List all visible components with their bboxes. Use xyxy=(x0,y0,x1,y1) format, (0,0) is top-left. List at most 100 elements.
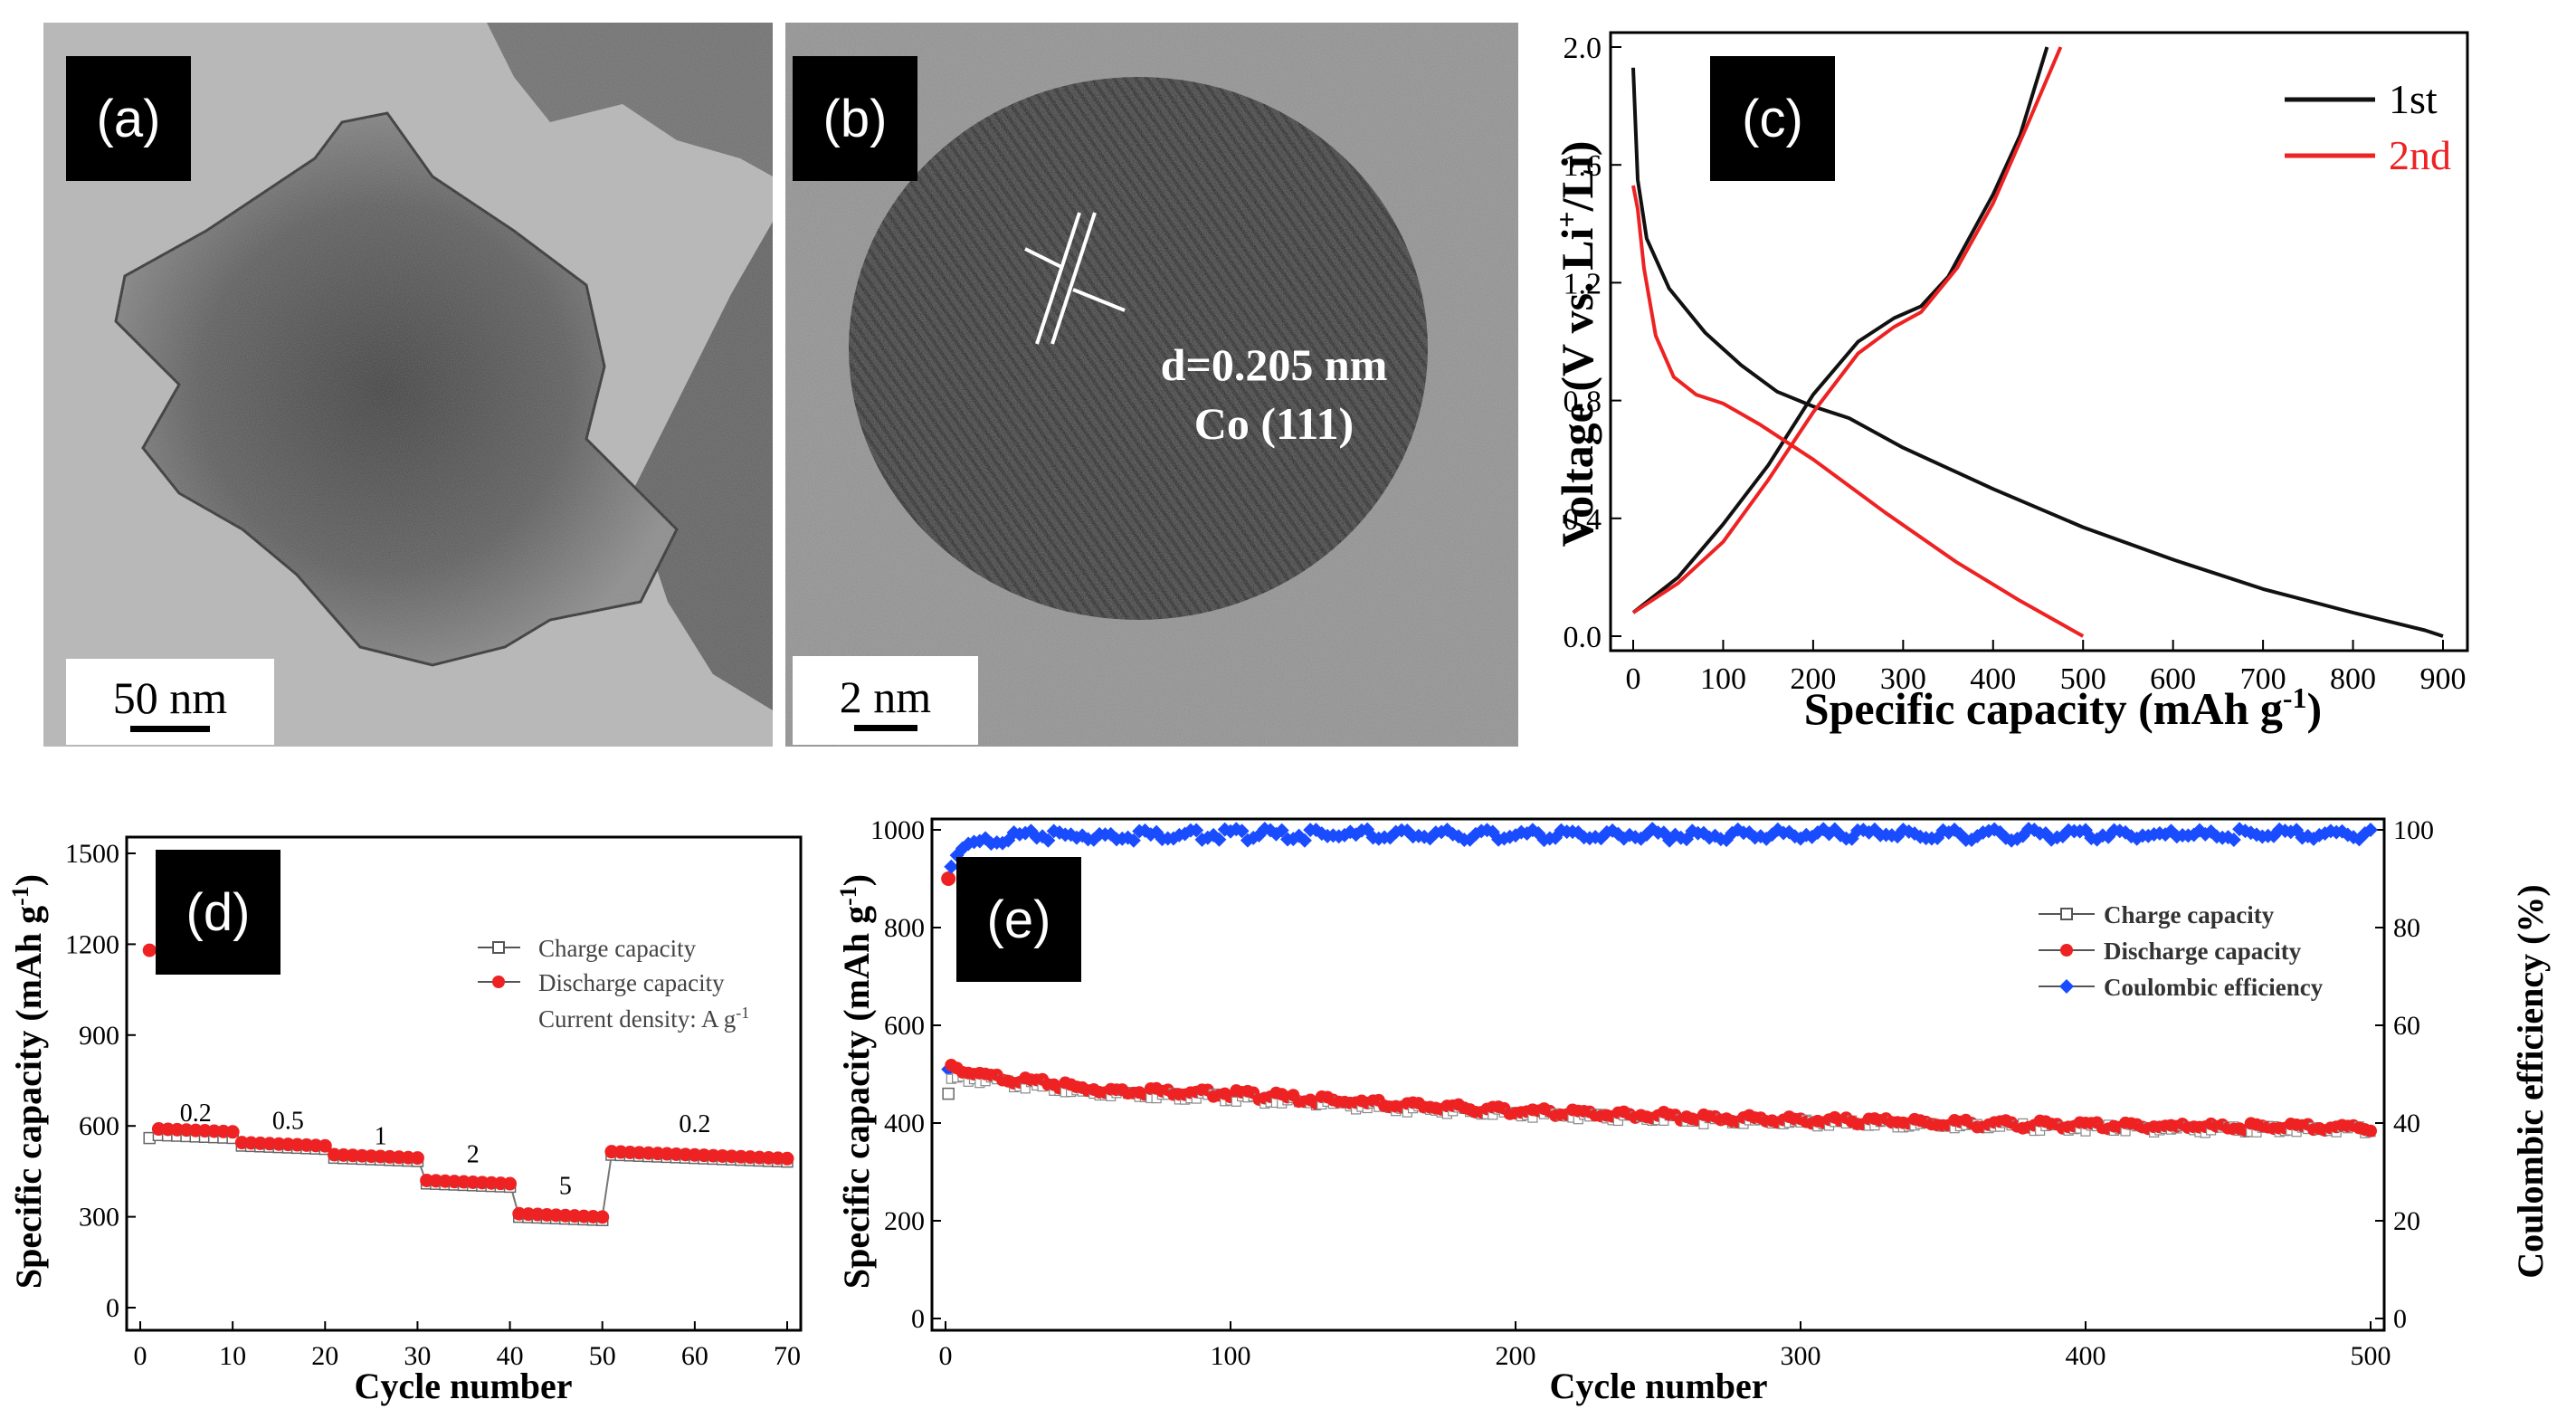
legend-charge-e: Charge capacity xyxy=(2104,901,2275,928)
e-efficiency-point xyxy=(1291,828,1307,843)
e-xtick-label: 0 xyxy=(939,1341,953,1371)
c-ytick-label: 0.0 xyxy=(1564,621,1602,654)
d-xtick-label: 10 xyxy=(219,1341,246,1371)
e-efficiency-point xyxy=(1793,831,1808,846)
d-discharge-point xyxy=(780,1151,794,1166)
panel-label-a: (a) xyxy=(66,56,191,181)
d-rate-label: 2 xyxy=(467,1140,480,1168)
e-efficiency-point xyxy=(1941,824,1956,840)
legend-note-d: Current density: A g-1 xyxy=(538,1004,749,1033)
e-efficiency-point xyxy=(1599,824,1614,840)
d-ytick-label: 0 xyxy=(106,1293,119,1323)
e-efficiency-point xyxy=(1890,829,1906,844)
chart-d-ylabel: Specific capacity (mAh g-1) xyxy=(7,874,50,1289)
e-efficiency-point xyxy=(1229,822,1244,837)
chart-e-y2label: Coulombic efficiency (%) xyxy=(2510,884,2551,1278)
c-ytick-label: 1.2 xyxy=(1564,267,1602,300)
d-xtick-label: 70 xyxy=(774,1341,801,1371)
chart-c-xlabel: Specific capacity (mAh g-1) xyxy=(1804,681,2322,734)
e-efficiency-point xyxy=(2158,827,2173,843)
e-efficiency-point xyxy=(1462,832,1478,847)
chart-d-frame xyxy=(125,835,803,1332)
e-efficiency-point xyxy=(1753,829,1768,844)
c-xtick-label: 900 xyxy=(2420,662,2467,696)
lattice-plane-label: Co (111) xyxy=(1194,398,1354,449)
e-efficiency-point xyxy=(1935,823,1951,838)
e-efficiency-point xyxy=(955,841,970,856)
e-efficiency-point xyxy=(1086,832,1101,847)
e-efficiency-point xyxy=(2346,830,2362,845)
chart-e-frame xyxy=(930,817,2386,1332)
e-efficiency-point xyxy=(1508,828,1523,843)
d-discharge-point xyxy=(225,1125,240,1139)
e-efficiency-point xyxy=(1901,824,1916,839)
d-discharge-point xyxy=(595,1210,610,1224)
e-efficiency-point xyxy=(1041,833,1056,848)
e-ytick-label: 0 xyxy=(911,1304,925,1334)
e-efficiency-point xyxy=(1240,833,1255,848)
e-efficiency-point xyxy=(1947,822,1963,837)
e-ytick-label: 200 xyxy=(884,1206,925,1236)
e-efficiency-point xyxy=(2089,832,2105,847)
e-y2tick-label: 20 xyxy=(2393,1206,2420,1236)
e-efficiency-point xyxy=(1821,826,1837,842)
e-efficiency-point xyxy=(2317,826,2333,842)
chart-e-xlabel: Cycle number xyxy=(1549,1366,1767,1406)
e-efficiency-point xyxy=(1274,823,1289,838)
e-efficiency-point xyxy=(1001,833,1016,848)
d-spacing-label: d=0.205 nm xyxy=(1161,339,1388,390)
scale-bar-b-text: 2 nm xyxy=(839,671,932,722)
e-efficiency-point xyxy=(1633,831,1649,846)
hrtem-image-b: d=0.205 nm Co (111) xyxy=(785,23,1518,747)
chart-c-ylabel: Voltage (V vs. Li+/Li) xyxy=(1550,141,1602,547)
e-y2tick-label: 0 xyxy=(2393,1304,2407,1334)
e-efficiency-point xyxy=(1343,824,1358,840)
e-efficiency-point xyxy=(1656,825,1671,841)
e-efficiency-point xyxy=(1519,826,1535,842)
e-ytick-label: 400 xyxy=(884,1109,925,1138)
chart-e-legend: Charge capacity Discharge capacity Coulo… xyxy=(2039,901,2324,1001)
e-first-charge xyxy=(942,1087,955,1100)
c-xtick-label: 0 xyxy=(1626,662,1641,696)
c-xtick-label: 700 xyxy=(2240,662,2286,696)
e-y2tick-label: 60 xyxy=(2393,1011,2420,1041)
c-xtick-label: 200 xyxy=(1790,662,1836,696)
panel-label-b: (b) xyxy=(793,56,917,181)
c-xtick-label: 300 xyxy=(1880,662,1926,696)
d-ytick-label: 1200 xyxy=(65,929,119,959)
c-xtick-label: 600 xyxy=(2150,662,2196,696)
e-efficiency-point xyxy=(1485,824,1500,840)
e-efficiency-point xyxy=(2232,822,2248,837)
e-efficiency-point xyxy=(1799,827,1814,843)
c-xtick-label: 400 xyxy=(1970,662,2016,696)
d-rate-label: 1 xyxy=(375,1122,387,1150)
c-ytick-label: 1.6 xyxy=(1564,149,1602,183)
e-ytick-label: 600 xyxy=(884,1011,925,1041)
d-discharge-point xyxy=(410,1151,424,1166)
e-efficiency-point xyxy=(1970,828,1985,843)
e-efficiency-point xyxy=(1297,833,1312,848)
e-efficiency-point xyxy=(2101,829,2116,844)
e-efficiency-point xyxy=(972,833,987,849)
e-efficiency-point xyxy=(2044,832,2059,847)
e-efficiency-point xyxy=(1987,822,2002,837)
panel-b-hrtem-image: d=0.205 nm Co (111) (b) 2 nm xyxy=(785,23,1518,747)
e-ytick-label: 800 xyxy=(884,913,925,943)
e-efficiency-point xyxy=(1314,826,1329,842)
d-xtick-label: 40 xyxy=(497,1341,524,1371)
e-efficiency-point xyxy=(1770,822,1785,837)
e-discharge-point xyxy=(2364,1124,2377,1138)
e-efficiency-point xyxy=(1200,830,1215,845)
scale-bar-b: 2 nm xyxy=(793,656,978,745)
e-efficiency-point xyxy=(1126,833,1141,848)
chart-d-svg: 0 10 20 30 40 50 60 70 0 300 600 900 1200 1500 0.2 0.5… xyxy=(7,835,803,1406)
d-rate-label: 0.5 xyxy=(272,1108,304,1136)
e-charge-point xyxy=(1231,1096,1241,1107)
d-discharge-point xyxy=(142,943,157,957)
d-ytick-label: 900 xyxy=(79,1021,119,1051)
panel-d-rate-chart: 0 10 20 30 40 50 60 70 0 300 600 900 1200 1500 0.2 0.5… xyxy=(0,783,814,1409)
e-efficiency-point xyxy=(1189,823,1204,838)
d-ytick-label: 600 xyxy=(79,1111,119,1141)
c-xtick-label: 500 xyxy=(2060,662,2106,696)
panel-label-c: (c) xyxy=(1710,56,1835,181)
